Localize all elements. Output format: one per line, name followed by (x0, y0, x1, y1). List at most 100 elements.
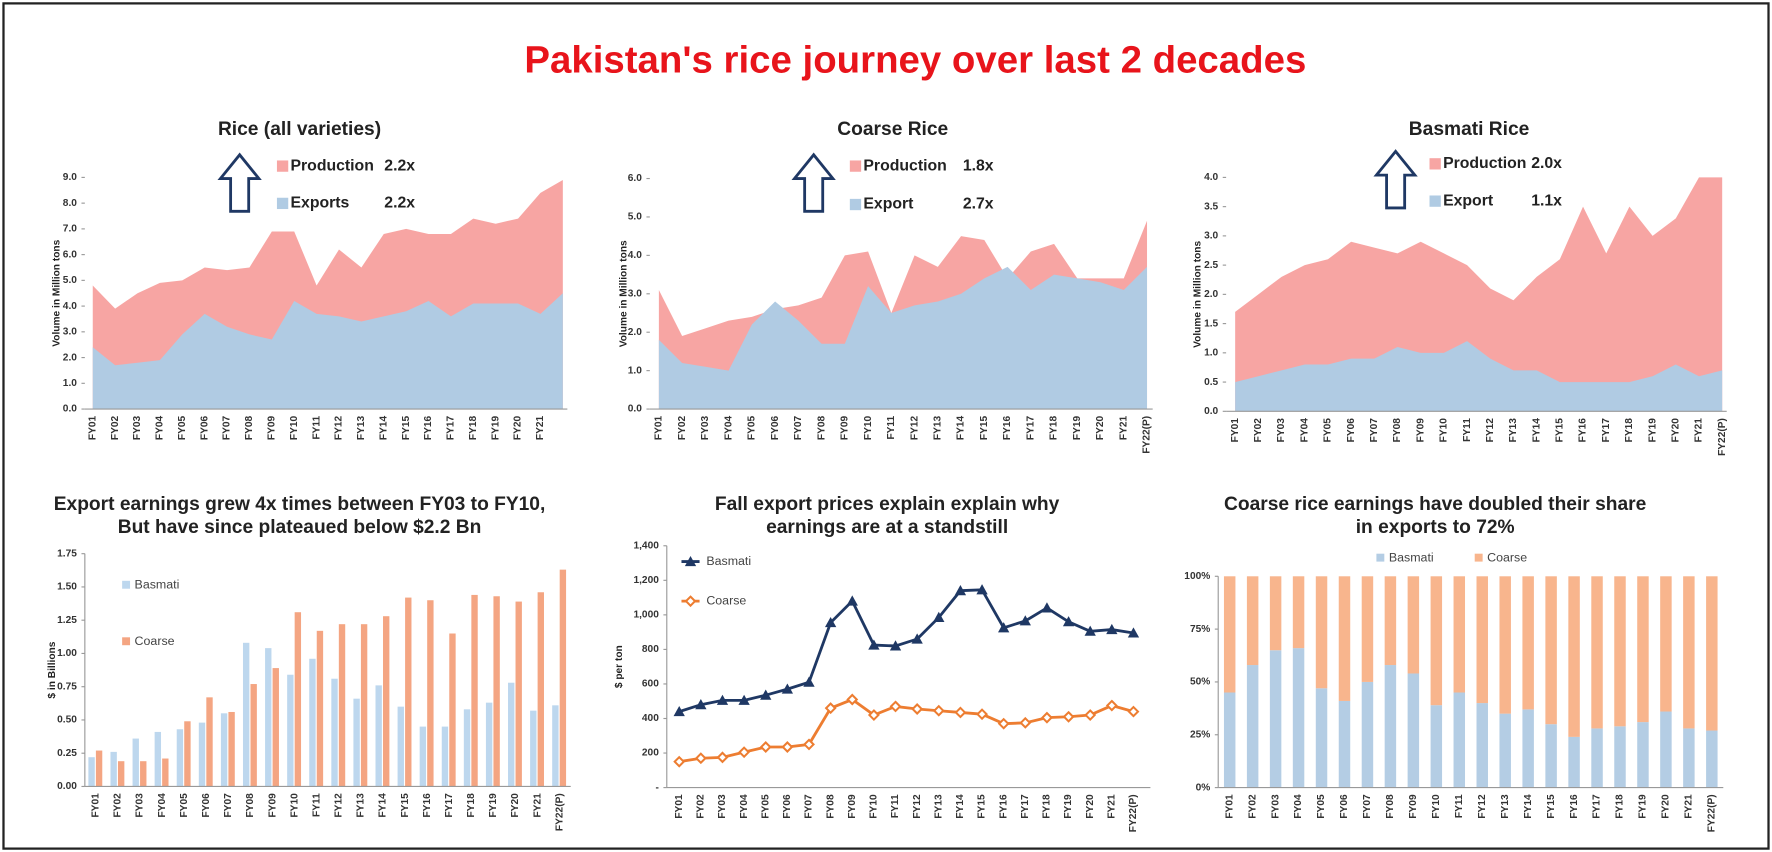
x-tick-label: FY14 (956, 415, 967, 440)
x-tick-label: FY13 (933, 794, 944, 819)
x-tick-label: FY20 (510, 793, 521, 818)
legend-swatch (1429, 158, 1441, 170)
x-tick-label: FY13 (356, 793, 367, 818)
bar-segment (1384, 576, 1397, 666)
marker (673, 705, 685, 717)
marker (673, 755, 686, 768)
x-tick-label: FY07 (1362, 794, 1373, 819)
bar (559, 569, 567, 787)
x-tick-label: FY22(P) (554, 793, 565, 831)
marker (760, 689, 772, 700)
x-tick-label: FY02 (1247, 794, 1258, 819)
y-tick-label: 1.25 (57, 615, 77, 626)
chart-title: in exports to 72% (1356, 517, 1515, 538)
bar-segment (1706, 730, 1718, 788)
marker (1106, 623, 1118, 635)
growth-label: 1.1x (1531, 192, 1562, 209)
y-tick-label: 5.0 (628, 212, 642, 223)
y-tick-label: 0.50 (57, 715, 77, 726)
x-tick-label: FY11 (311, 793, 322, 817)
y-tick-label: 5.0 (63, 275, 77, 286)
arrow-icon (217, 152, 262, 213)
legend-label: Basmati (706, 554, 751, 568)
marker (1019, 716, 1032, 729)
x-tick-label: FY01 (87, 415, 98, 440)
x-tick-label: FY08 (816, 415, 827, 440)
x-tick-label: FY18 (468, 415, 479, 440)
legend-swatch (276, 160, 289, 172)
x-tick-label: FY16 (1578, 418, 1589, 443)
y-axis-label: Volume in Million tons (1193, 241, 1204, 348)
x-tick-label: FY10 (289, 793, 300, 818)
marker (911, 633, 923, 644)
y-tick-label: 7.0 (63, 224, 77, 235)
y-tick-label: 0.25 (57, 748, 77, 759)
x-tick-label: FY15 (977, 794, 988, 819)
x-tick-label: FY14 (378, 793, 389, 818)
x-tick-label: FY03 (1276, 418, 1287, 443)
bar-segment (1315, 576, 1328, 689)
bar-segment (1338, 576, 1351, 701)
x-tick-label: FY22(P) (1128, 794, 1139, 832)
bar (353, 698, 360, 787)
y-tick-label: 100% (1184, 571, 1210, 582)
x-tick-label: FY09 (267, 415, 278, 440)
x-tick-label: FY01 (654, 415, 665, 440)
x-tick-label: FY16 (998, 794, 1009, 819)
x-tick-label: FY06 (782, 794, 793, 819)
y-tick-label: 4.0 (1204, 172, 1218, 183)
legend-swatch (1376, 553, 1385, 562)
bar (162, 758, 169, 787)
x-tick-label: FY21 (532, 793, 543, 818)
bar (132, 738, 139, 787)
y-tick-label: 2.0 (628, 327, 642, 338)
x-tick-label: FY02 (696, 794, 707, 819)
y-tick-label: 1.75 (57, 548, 77, 559)
bar (405, 597, 412, 787)
bar-segment (1522, 709, 1534, 788)
bar-segment (1568, 576, 1580, 737)
bar (493, 596, 500, 787)
bar-segment (1223, 576, 1236, 693)
growth-label: 2.2x (384, 157, 415, 174)
marker (694, 752, 707, 765)
bar-segment (1269, 650, 1282, 788)
marker (846, 693, 859, 706)
marker (998, 622, 1010, 633)
x-tick-label: FY04 (157, 793, 168, 818)
y-tick-label: 2.0 (1204, 289, 1218, 300)
marker (1127, 627, 1140, 638)
bar (471, 594, 478, 787)
bar (294, 612, 302, 787)
chart-title: Rice (all varieties) (218, 119, 381, 140)
marker (824, 702, 837, 715)
bar-segment (1430, 576, 1443, 706)
bar (95, 750, 103, 787)
y-tick-label: 0.75 (57, 681, 77, 692)
x-tick-label: FY15 (979, 415, 990, 440)
marker (1062, 616, 1075, 627)
x-tick-label: FY12 (1485, 418, 1496, 443)
x-tick-label: FY17 (446, 415, 457, 440)
growth-label: 2.0x (1531, 155, 1562, 172)
y-tick-label: 6.0 (63, 249, 77, 260)
x-tick-label: FY05 (179, 793, 190, 818)
x-tick-label: FY06 (770, 415, 781, 440)
marker (1040, 711, 1053, 724)
bar-segment (1361, 681, 1374, 788)
bar (228, 711, 235, 787)
x-tick-label: FY06 (1346, 418, 1357, 443)
x-tick-label: FY10 (863, 415, 874, 440)
legend-swatch (1429, 195, 1441, 207)
legend-label: Production (1443, 155, 1526, 172)
x-tick-label: FY10 (289, 415, 300, 440)
bar (110, 751, 117, 787)
x-tick-label: FY18 (1624, 418, 1635, 443)
y-tick-label: 1.5 (1204, 318, 1218, 329)
marker (1019, 615, 1031, 626)
x-tick-label: FY08 (244, 415, 255, 440)
bar-segment (1384, 665, 1397, 788)
x-tick-label: FY20 (513, 415, 524, 440)
y-tick-label: 1.50 (57, 582, 77, 593)
